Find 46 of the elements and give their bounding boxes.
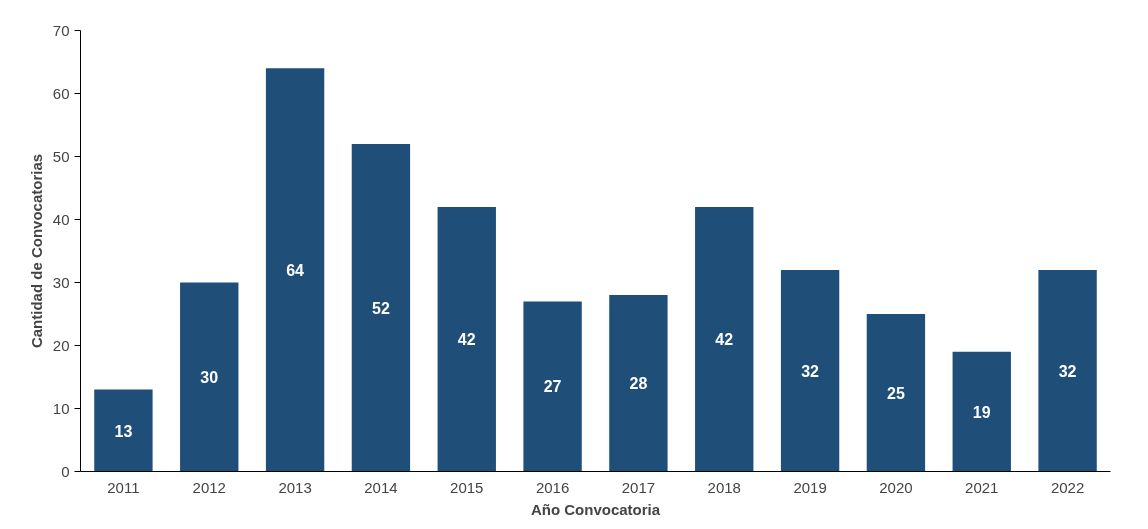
x-tick-label: 2021 <box>965 478 999 496</box>
x-tick-label: 2015 <box>450 478 484 496</box>
data-label: 19 <box>972 403 991 421</box>
y-axis-title: Cantidad de Convocatorias <box>27 153 45 349</box>
y-tick-label: 60 <box>52 84 70 102</box>
data-label: 13 <box>114 422 133 440</box>
x-tick-label: 2017 <box>621 478 656 496</box>
y-tick-label: 30 <box>52 273 70 291</box>
x-tick-label: 2020 <box>879 478 913 496</box>
bar <box>94 389 153 472</box>
x-tick-label: 2013 <box>278 478 312 496</box>
data-label: 32 <box>801 362 820 380</box>
y-tick-label: 10 <box>52 399 70 417</box>
bar <box>265 68 325 472</box>
bar <box>695 206 754 472</box>
data-label: 28 <box>629 375 648 393</box>
bar <box>351 143 411 472</box>
bar <box>866 314 926 472</box>
bar <box>523 301 582 472</box>
data-label: 30 <box>200 369 219 386</box>
data-label: 27 <box>543 378 562 396</box>
x-tick-label: 2019 <box>793 478 827 496</box>
bar <box>952 351 1011 472</box>
data-label: 52 <box>372 299 390 317</box>
bar <box>780 269 840 472</box>
bar <box>437 206 496 472</box>
data-label: 64 <box>286 261 305 279</box>
x-tick-label: 2016 <box>535 478 570 496</box>
y-tick-label: 20 <box>52 336 70 354</box>
x-tick-label: 2011 <box>107 478 140 496</box>
data-label: 42 <box>457 331 476 349</box>
x-tick-label: 2012 <box>192 478 226 496</box>
data-label: 42 <box>715 331 734 349</box>
bar <box>180 282 239 472</box>
x-tick-label: 2018 <box>707 478 741 496</box>
bar <box>1038 269 1097 472</box>
x-tick-label: 2022 <box>1050 478 1085 496</box>
y-tick-label: 50 <box>52 147 70 165</box>
x-tick-label: 2014 <box>364 478 398 496</box>
y-tick-label: 40 <box>52 210 70 228</box>
bar <box>609 295 668 472</box>
data-label: 25 <box>887 384 905 402</box>
x-axis-title: Año Convocatoria <box>530 500 661 518</box>
y-tick-label: 70 <box>52 21 70 39</box>
data-label: 32 <box>1058 362 1077 380</box>
y-tick-label: 0 <box>61 462 70 480</box>
